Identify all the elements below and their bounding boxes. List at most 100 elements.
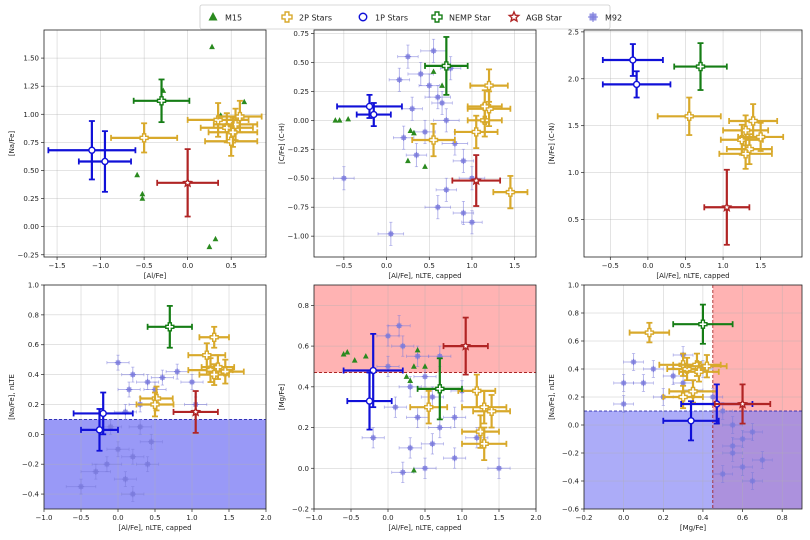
grid: −1.5 −1.0 −0.5 0.0 0.5 −0.25 0.00 0.25 0.50 0.75 1… <box>18 30 266 270</box>
tick-label-y: 1.50 <box>23 55 39 63</box>
marker-2p <box>644 327 655 338</box>
marker-m92 <box>426 82 433 89</box>
marker-m92 <box>630 358 637 366</box>
data-point <box>422 363 428 369</box>
marker-m92 <box>399 469 406 476</box>
marker-m92 <box>414 414 421 421</box>
tick-label-x: 2.0 <box>530 514 541 522</box>
marker-m92 <box>414 353 421 360</box>
marker-m92 <box>387 230 395 238</box>
data-point <box>418 73 440 98</box>
data-point <box>656 96 722 136</box>
marker-m92 <box>739 463 746 471</box>
marker-m92 <box>77 483 85 490</box>
data-point <box>47 120 137 181</box>
series-1p-stars <box>47 120 137 193</box>
marker-1p <box>687 417 695 425</box>
tick-label-x: −1.0 <box>36 514 53 522</box>
data-point <box>209 43 215 50</box>
marker-nemp <box>165 322 175 332</box>
data-point <box>150 369 174 386</box>
data-point <box>146 305 193 349</box>
data-layer <box>613 303 773 490</box>
data-point <box>206 243 213 250</box>
data-point <box>180 374 204 390</box>
tick-label-y: 0.00 <box>23 223 39 231</box>
series-2p-stars <box>411 68 529 210</box>
data-point <box>442 316 489 376</box>
tick-label-y: 2.5 <box>568 28 579 36</box>
marker-m92 <box>468 219 476 226</box>
tick-label-x: −1.5 <box>49 262 66 270</box>
tick-label-y: 1.0 <box>568 169 579 177</box>
marker-1p <box>365 397 374 405</box>
marker-m92 <box>709 393 717 401</box>
data-layer <box>601 42 785 246</box>
marker-m92 <box>443 117 450 124</box>
data-point <box>121 366 145 383</box>
series-2p-stars <box>409 373 511 462</box>
legend-label: M15 <box>225 14 242 23</box>
marker-2p <box>740 149 751 159</box>
tick-label-x: 1.5 <box>223 514 234 522</box>
marker-m92 <box>749 428 756 436</box>
marker-agb <box>470 174 482 186</box>
data-point <box>443 406 467 428</box>
data-point <box>742 472 763 490</box>
data-point <box>77 130 132 193</box>
marker-m92 <box>129 490 136 498</box>
tick-label-y: 0.4 <box>568 366 580 374</box>
data-point <box>628 321 671 344</box>
data-point <box>110 122 179 154</box>
tick-label-y: 0.8 <box>28 311 39 319</box>
tick-label-x: −0.5 <box>602 262 619 270</box>
marker-2p <box>678 392 688 402</box>
y-axis-label: [Na/Fe], nLTE <box>548 374 556 420</box>
data-point <box>407 127 414 134</box>
data-point <box>342 332 404 409</box>
marker-m92 <box>148 438 155 445</box>
marker-2p <box>484 80 494 91</box>
tick-label-y: 1.25 <box>23 83 39 91</box>
data-point <box>414 346 421 353</box>
tick-label-x: 1.5 <box>509 262 520 270</box>
data-point <box>351 357 358 363</box>
marker-m92 <box>421 373 429 380</box>
tick-label-x: 0.6 <box>737 514 749 522</box>
tick-label-x: −0.5 <box>343 514 360 522</box>
marker-nemp <box>695 61 706 72</box>
data-point <box>132 78 191 124</box>
series-agb-star <box>703 168 751 246</box>
tick-label-y: −0.75 <box>288 204 309 212</box>
tick-label-y: −0.50 <box>288 175 309 183</box>
marker-m15 <box>403 373 410 379</box>
data-point <box>742 423 763 441</box>
legend: M15 2P Stars 1P Stars NEMP Star AGB Star M92 <box>199 4 622 30</box>
marker-m92 <box>125 386 133 393</box>
tick-label-y: 1.0 <box>28 282 39 290</box>
data-point <box>397 44 419 69</box>
marker-m15 <box>439 82 445 88</box>
legend-label: 1P Stars <box>375 14 408 23</box>
data-point <box>134 171 141 178</box>
data-point <box>393 125 415 150</box>
marker-m15 <box>411 363 417 369</box>
data-point <box>430 68 437 74</box>
data-point <box>391 335 415 357</box>
data-point <box>355 102 392 128</box>
data-point <box>139 195 146 201</box>
marker-m92 <box>129 453 136 460</box>
series-agb-star <box>156 148 219 218</box>
data-point <box>128 418 152 435</box>
marker-2p <box>480 101 490 112</box>
marker-m92 <box>620 379 627 387</box>
marker-m92 <box>92 468 99 475</box>
marker-m92 <box>114 359 122 366</box>
tick-label-y: 0.2 <box>568 394 579 402</box>
data-point <box>377 221 405 246</box>
marker-m15 <box>139 195 146 201</box>
marker-agb <box>507 10 521 23</box>
marker-m92 <box>144 378 151 386</box>
marker-1p <box>88 146 96 154</box>
marker-m92 <box>395 322 403 329</box>
